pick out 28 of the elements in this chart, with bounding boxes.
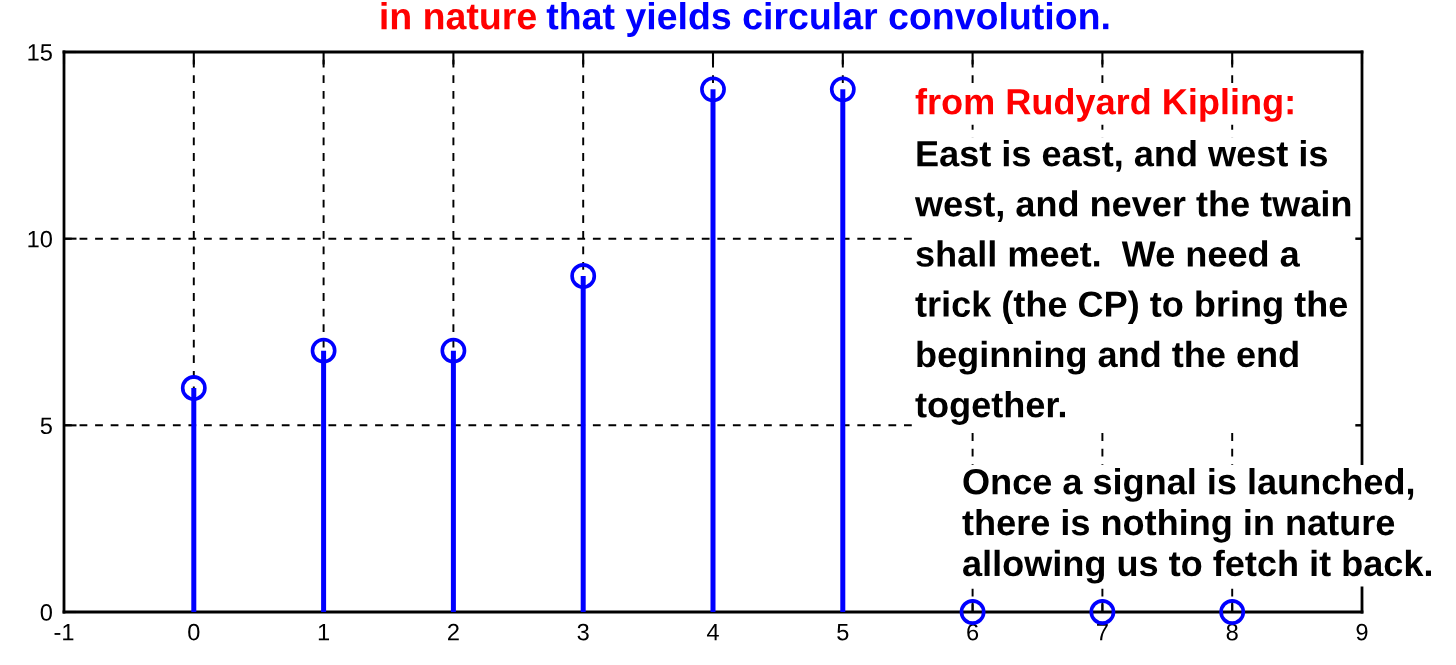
y-tick-label: 10	[28, 230, 52, 248]
x-tick-label: 1	[318, 623, 330, 641]
annotation: from Rudyard Kipling:	[915, 88, 1293, 122]
y-tick-label: 15	[28, 44, 52, 61]
x-tick-label: 2	[448, 623, 459, 641]
x-tick-label: 6	[967, 623, 979, 641]
x-tick-label: 7	[1097, 623, 1108, 641]
x-tick-label: 3	[577, 623, 589, 641]
x-tick-label: 8	[1226, 623, 1238, 641]
point	[310, 337, 337, 364]
x-tick-label: -1	[54, 623, 74, 641]
x-tick-label: 4	[706, 623, 719, 641]
point	[570, 263, 597, 289]
y-tick-label: 0	[40, 604, 52, 621]
point	[1219, 599, 1246, 625]
point	[829, 76, 856, 103]
annotation: East is east, and west is west, and never the twain shall meet. We need a trick (the CP) to bring the beginning and the end together.	[914, 140, 1351, 425]
chart-title: in nature that yields circular convolution.	[381, 2, 1109, 37]
point	[700, 76, 726, 103]
x-tick-label: 5	[837, 623, 849, 641]
annotation: Once a signal is launched, there is nothing in nature allowing us to fetch it back.	[962, 468, 1432, 584]
y-tick-label: 5	[40, 417, 52, 435]
point	[1089, 599, 1116, 625]
point	[440, 337, 467, 364]
x-tick-label: 0	[188, 623, 200, 641]
point	[180, 375, 207, 401]
x-tick-label: 9	[1356, 623, 1368, 641]
point	[959, 599, 986, 625]
